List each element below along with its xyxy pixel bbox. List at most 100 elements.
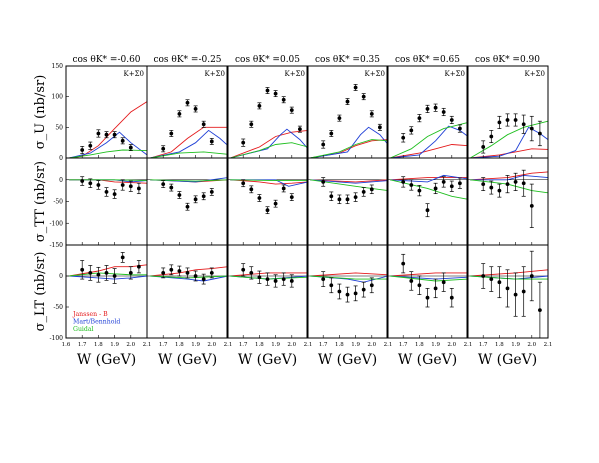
panel-frame: [466, 65, 549, 159]
data-marker: [329, 194, 334, 199]
data-point: [120, 179, 125, 191]
data-point: [80, 145, 85, 155]
data-point: [513, 172, 518, 191]
y-axis-label: σ_U (nb/sr): [33, 75, 48, 150]
x-tick-label: 2.0: [287, 342, 296, 348]
data-point: [273, 90, 278, 98]
model-curve-1: [150, 126, 228, 159]
x-tick-label: 2.0: [126, 342, 135, 348]
x-tick-label: 2.0: [207, 342, 216, 348]
x-axis-label: W (GeV): [398, 352, 457, 368]
model-curve-2: [150, 129, 229, 159]
panel-tt-2: [146, 157, 229, 246]
data-marker: [177, 111, 182, 116]
data-point: [193, 270, 198, 282]
data-point: [281, 96, 286, 104]
legend-entry: Guidal: [73, 326, 94, 333]
data-point: [241, 263, 246, 277]
data-marker: [281, 186, 286, 191]
data-point: [425, 203, 430, 218]
y-tick-label: -100: [50, 335, 64, 342]
panel-u-3: K+Σ0 cos θK* =0.05: [226, 55, 309, 159]
data-marker: [249, 122, 254, 127]
data-point: [161, 145, 166, 153]
y-tick-label: 0: [59, 177, 63, 184]
data-point: [161, 267, 166, 279]
data-marker: [538, 308, 542, 312]
data-marker: [185, 271, 190, 275]
data-point: [128, 180, 133, 192]
data-marker: [128, 184, 133, 189]
model-curve-3: [69, 179, 148, 182]
data-marker: [321, 277, 326, 281]
data-point: [489, 266, 494, 292]
model-curve-3: [310, 139, 389, 159]
data-marker: [489, 134, 494, 139]
data-point: [505, 175, 510, 194]
data-marker: [120, 138, 125, 143]
data-marker: [409, 128, 414, 133]
data-point: [513, 272, 518, 317]
data-point: [209, 267, 214, 279]
panel-u-4: K+Σ0 cos θK* =0.35: [306, 55, 389, 159]
data-point: [201, 273, 206, 285]
data-marker: [193, 197, 198, 202]
data-point: [281, 272, 286, 286]
x-tick-label: 1.9: [431, 342, 440, 348]
data-point: [361, 281, 366, 298]
x-tick-label: 2.1: [464, 342, 473, 348]
data-marker: [425, 107, 430, 111]
data-marker: [80, 148, 85, 152]
data-point: [505, 269, 510, 308]
x-tick-label: 2.1: [544, 342, 553, 348]
data-marker: [481, 274, 486, 278]
x-tick-label: 1.8: [255, 342, 264, 348]
data-marker: [289, 279, 294, 283]
y-tick-label: 0: [59, 155, 63, 162]
data-marker: [401, 135, 406, 140]
data-point: [529, 115, 534, 142]
data-marker: [96, 272, 101, 277]
data-marker: [321, 142, 326, 147]
data-marker: [273, 201, 278, 206]
panel-u-6: K+Σ0 cos θK* =0.90: [466, 55, 549, 159]
x-tick-label: 1.8: [175, 342, 184, 348]
data-point: [513, 113, 518, 127]
data-marker: [104, 132, 109, 137]
column-label: cos θK* =0.05: [235, 55, 300, 65]
data-point: [537, 281, 542, 339]
data-marker: [521, 181, 526, 186]
data-marker: [257, 196, 262, 200]
data-marker: [96, 183, 101, 187]
x-tick-label: 1.7: [319, 342, 328, 348]
model-curve-2: [69, 275, 148, 280]
data-point: [273, 199, 278, 208]
y-axis-label: σ_LT (nb/sr): [33, 252, 48, 332]
data-point: [537, 120, 542, 147]
data-marker: [128, 271, 133, 275]
data-point: [136, 182, 141, 195]
data-point: [409, 271, 414, 291]
data-marker: [265, 277, 270, 281]
data-point: [369, 277, 374, 294]
data-marker: [361, 287, 366, 292]
panel-lt-3: [226, 244, 309, 339]
data-point: [449, 115, 454, 125]
panel-frame: [386, 244, 469, 339]
model-curve-1: [230, 179, 309, 185]
data-point: [329, 277, 334, 294]
data-point: [265, 87, 270, 94]
data-point: [177, 191, 182, 199]
data-marker: [369, 283, 374, 288]
panel-frame: [226, 244, 309, 339]
data-marker: [345, 197, 350, 202]
data-point: [185, 99, 190, 107]
data-marker: [193, 274, 198, 278]
axis-titles: σ_U (nb/sr) σ_TT (nb/sr) σ_LT (nb/sr): [33, 75, 48, 332]
data-marker: [345, 292, 350, 297]
data-point: [353, 192, 358, 202]
data-marker: [281, 97, 286, 102]
data-marker: [96, 131, 101, 136]
data-marker: [161, 271, 166, 275]
data-marker: [369, 111, 374, 116]
